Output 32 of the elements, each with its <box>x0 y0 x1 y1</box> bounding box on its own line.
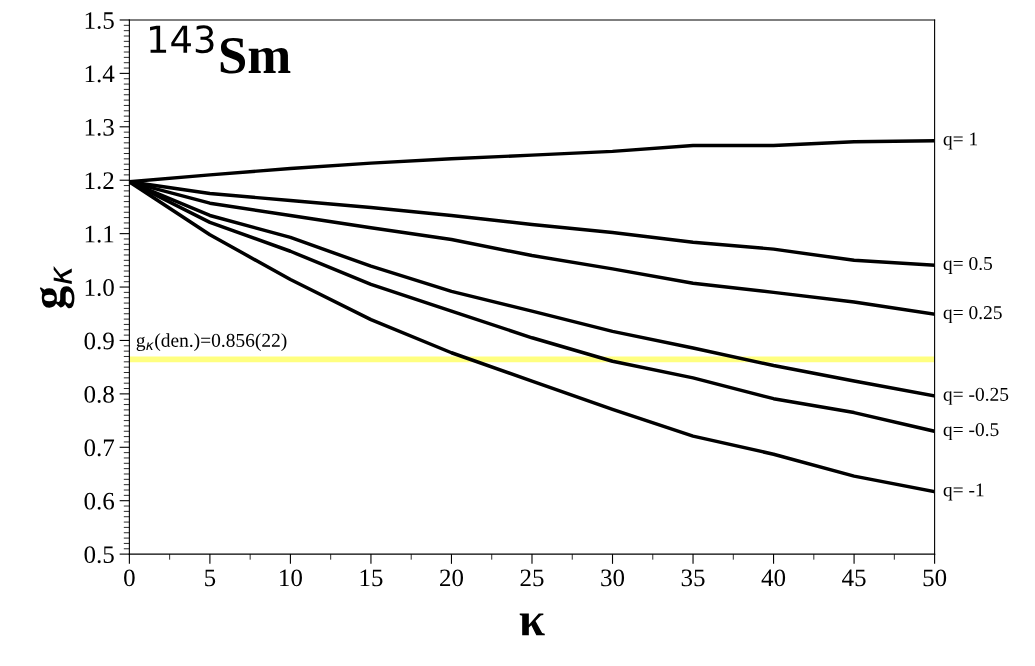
x-tick-label: 20 <box>440 569 464 587</box>
annotation: $^{143}$Sm <box>150 25 291 74</box>
series-label: q= 0.5 <box>943 256 993 274</box>
y-tick-label: 1.5 <box>85 12 114 30</box>
x-tick-label: 35 <box>681 569 705 587</box>
series-label: q= 1 <box>943 132 978 150</box>
series-label: q= 0.25 <box>943 306 1002 324</box>
y-tick-label: 1.3 <box>85 118 114 136</box>
series-label: q= -1 <box>943 483 984 501</box>
y-tick-label: 1.0 <box>85 279 114 297</box>
x-tick-label: 25 <box>520 569 544 587</box>
y-tick-label: 1.2 <box>85 172 114 190</box>
x-tick-label: 0 <box>124 569 135 587</box>
y-tick-label: 1.1 <box>85 225 114 243</box>
y-tick-label: 0.6 <box>84 492 115 510</box>
series-label: q= -0.5 <box>943 423 999 441</box>
y-tick-label: 0.8 <box>84 385 114 403</box>
x-axis-title: κ <box>519 613 545 636</box>
series-label: q= -0.25 <box>943 387 1009 405</box>
y-tick-label: 0.5 <box>84 546 114 564</box>
x-tick-label: 5 <box>205 569 216 587</box>
y-tick-label: 1.4 <box>85 65 115 83</box>
x-tick-label: 30 <box>601 569 625 587</box>
x-tick-label: 10 <box>280 569 302 587</box>
x-tick-label: 40 <box>761 569 786 587</box>
band-label: g$_{κ}$(den.)=0.856(22) <box>136 333 287 351</box>
x-tick-label: 45 <box>842 569 866 587</box>
y-tick-label: 0.7 <box>84 439 115 457</box>
x-tick-label: 15 <box>360 569 383 587</box>
y-tick-label: 0.9 <box>84 332 114 350</box>
y-axis-title: g$_{κ}$ <box>39 266 75 309</box>
x-tick-label: 50 <box>923 569 947 587</box>
